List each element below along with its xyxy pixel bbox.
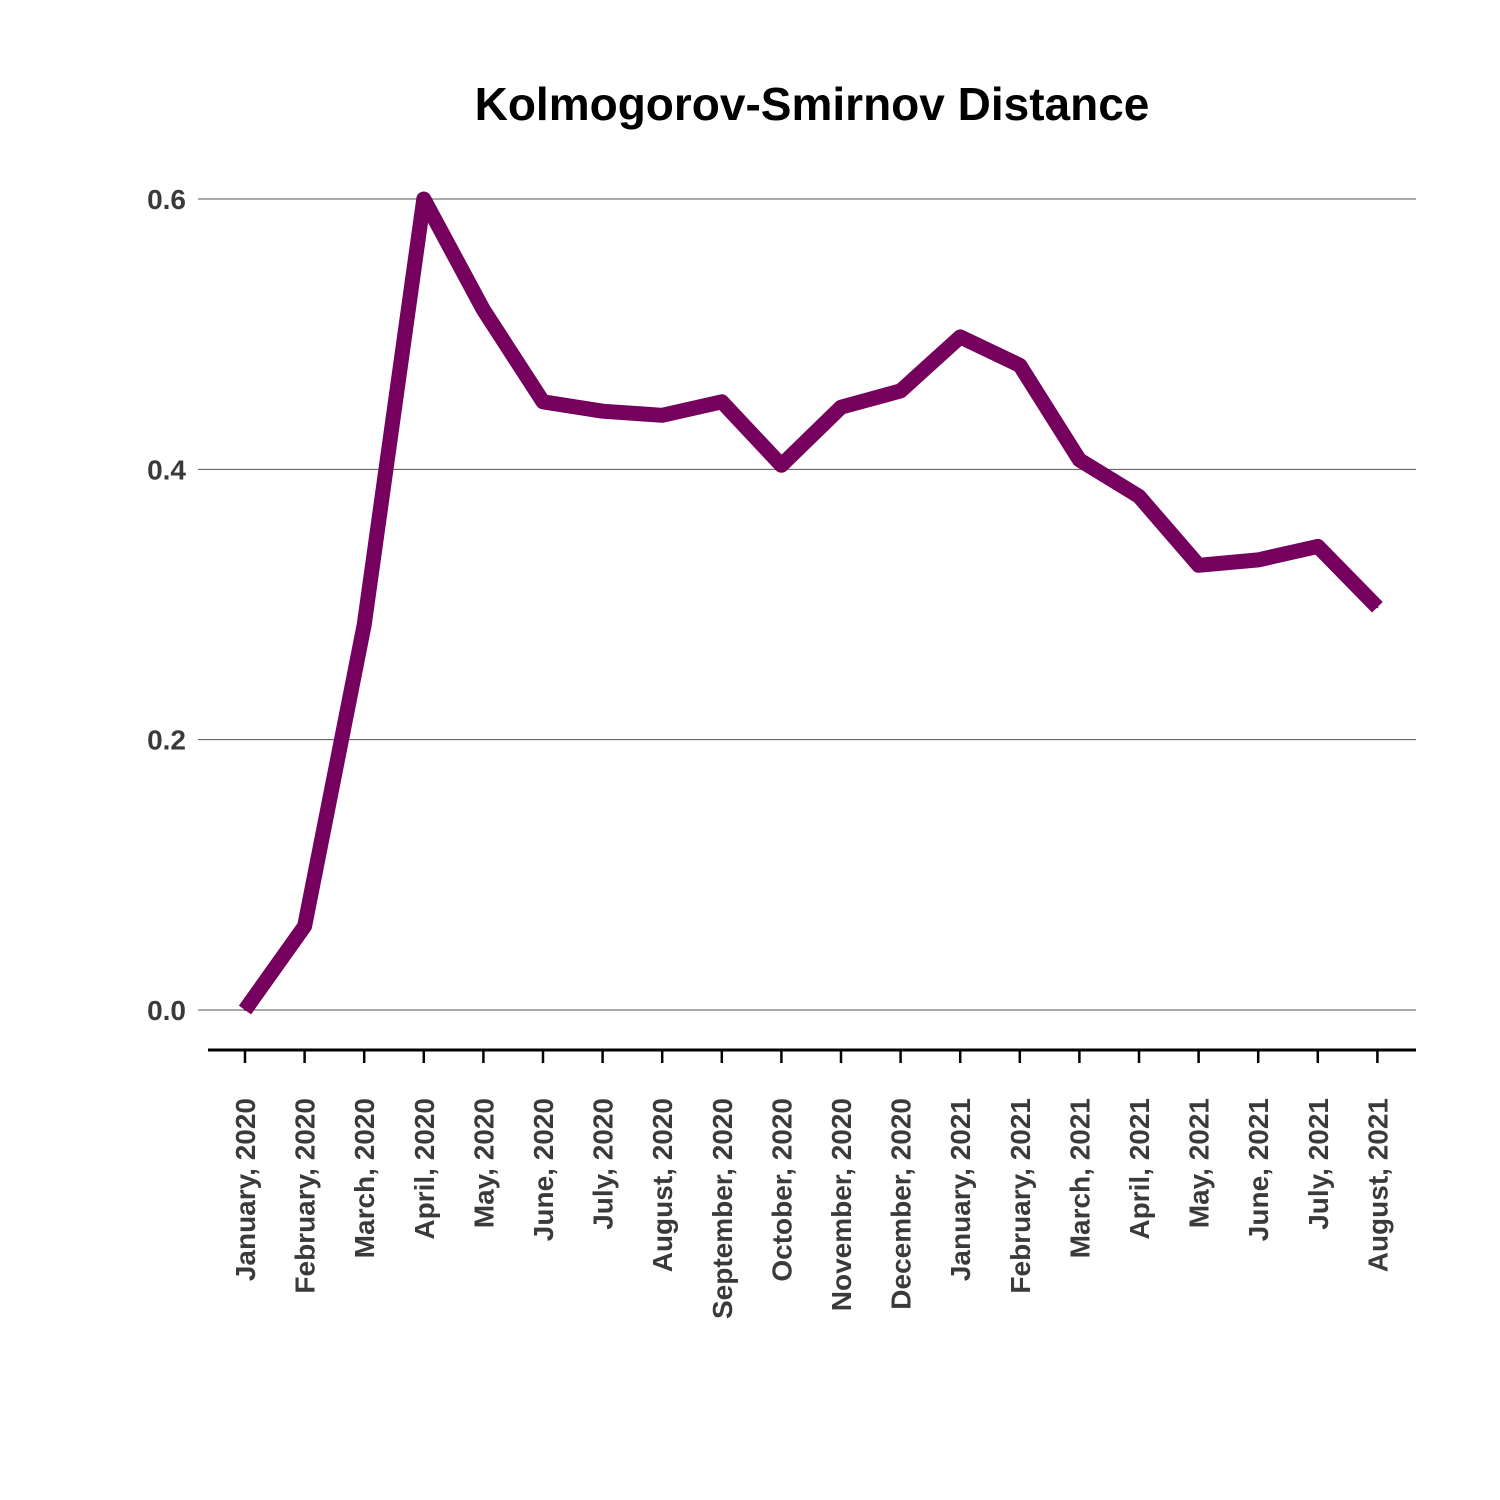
- x-tick-label: June, 2020: [528, 1098, 559, 1241]
- data-point: [840, 406, 842, 409]
- x-tick-label: February, 2020: [290, 1098, 321, 1294]
- data-point: [1197, 564, 1200, 567]
- x-tick-label: October, 2020: [766, 1098, 797, 1282]
- x-tick-label: March, 2020: [349, 1098, 380, 1258]
- series-line-0: [238, 191, 1383, 1015]
- data-point: [1138, 495, 1140, 498]
- x-tick-label: January, 2020: [230, 1098, 261, 1281]
- chart-title: Kolmogorov-Smirnov Distance: [475, 78, 1150, 130]
- data-point: [1078, 458, 1081, 461]
- x-tick-label: May, 2021: [1184, 1098, 1215, 1228]
- data-point: [899, 389, 902, 392]
- series-layer: [238, 191, 1383, 1015]
- x-tick-label: April, 2020: [409, 1098, 440, 1240]
- x-tick-label: June, 2021: [1243, 1098, 1274, 1241]
- y-axis-ticks: 0.0 0.2 0.4 0.6: [147, 184, 186, 1026]
- x-tick-label: November, 2020: [826, 1098, 857, 1311]
- y-tick-label: 0.6: [147, 184, 186, 215]
- y-tick-label: 0.0: [147, 995, 186, 1026]
- data-point: [1376, 606, 1379, 609]
- x-tick-label: April, 2021: [1124, 1098, 1155, 1240]
- data-point: [1018, 364, 1021, 367]
- x-tick-label: July, 2020: [588, 1098, 619, 1230]
- data-point: [363, 623, 366, 626]
- data-point: [542, 400, 544, 403]
- x-tick-label: September, 2020: [707, 1098, 738, 1319]
- data-point: [244, 1009, 246, 1011]
- x-axis-ticks: January, 2020 February, 2020 March, 2020 Ap…: [230, 1050, 1393, 1319]
- data-point: [422, 198, 425, 200]
- y-tick-label: 0.4: [147, 454, 186, 485]
- data-point: [959, 335, 962, 338]
- data-point: [1316, 545, 1319, 548]
- data-point: [1257, 558, 1260, 561]
- x-tick-label: February, 2021: [1005, 1098, 1036, 1294]
- y-tick-label: 0.2: [147, 725, 186, 756]
- x-tick-label: January, 2021: [945, 1098, 976, 1281]
- data-point: [303, 925, 306, 928]
- data-point: [482, 308, 485, 311]
- x-tick-label: March, 2021: [1064, 1098, 1095, 1258]
- x-tick-label: July, 2021: [1303, 1098, 1334, 1230]
- data-point: [780, 464, 783, 467]
- x-tick-label: August, 2020: [647, 1098, 678, 1272]
- data-point: [601, 410, 604, 413]
- x-tick-label: May, 2020: [468, 1098, 499, 1228]
- gridlines: [198, 198, 1416, 1011]
- data-point: [720, 400, 723, 403]
- data-point: [661, 414, 664, 417]
- x-tick-label: August, 2021: [1362, 1098, 1393, 1272]
- x-tick-label: December, 2020: [886, 1098, 917, 1310]
